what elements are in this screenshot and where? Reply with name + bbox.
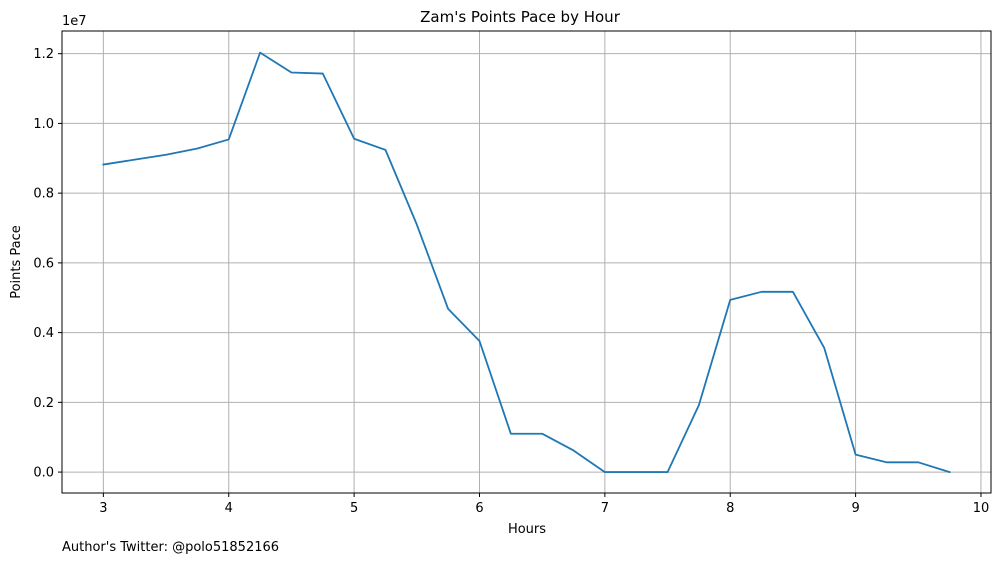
x-tick-label: 3 xyxy=(99,501,107,516)
x-axis-label: Hours xyxy=(508,522,546,537)
y-offset-label: 1e7 xyxy=(62,14,87,29)
x-tick-label: 5 xyxy=(350,501,358,516)
y-axis: 0.0 0.2 0.4 0.6 0.8 1.0 1.2 xyxy=(33,47,62,481)
y-tick-label: 0.2 xyxy=(33,396,54,411)
plot-frame xyxy=(61,30,992,494)
series-line xyxy=(102,51,951,474)
x-axis: 3 4 5 6 7 8 9 10 xyxy=(99,493,989,516)
y-tick-label: 0.0 xyxy=(33,466,54,481)
x-tick-label: 6 xyxy=(475,501,483,516)
x-tick-label: 10 xyxy=(973,501,990,516)
y-tick-label: 0.6 xyxy=(33,256,54,271)
x-tick-label: 8 xyxy=(726,501,734,516)
series-layer xyxy=(102,51,951,474)
y-tick-label: 1.0 xyxy=(33,117,54,132)
chart-title: Zam's Points Pace by Hour xyxy=(420,8,621,26)
y-tick-label: 0.8 xyxy=(33,187,54,202)
y-tick-label: 1.2 xyxy=(33,47,54,62)
plot-area xyxy=(62,31,991,493)
y-tick-label: 0.4 xyxy=(33,326,54,341)
x-tick-label: 4 xyxy=(225,501,233,516)
author-note: Author's Twitter: @polo51852166 xyxy=(62,540,279,555)
x-tick-label: 9 xyxy=(851,501,859,516)
grid-lines xyxy=(62,31,991,493)
y-axis-label: Points Pace xyxy=(9,225,24,299)
x-tick-label: 7 xyxy=(601,501,609,516)
